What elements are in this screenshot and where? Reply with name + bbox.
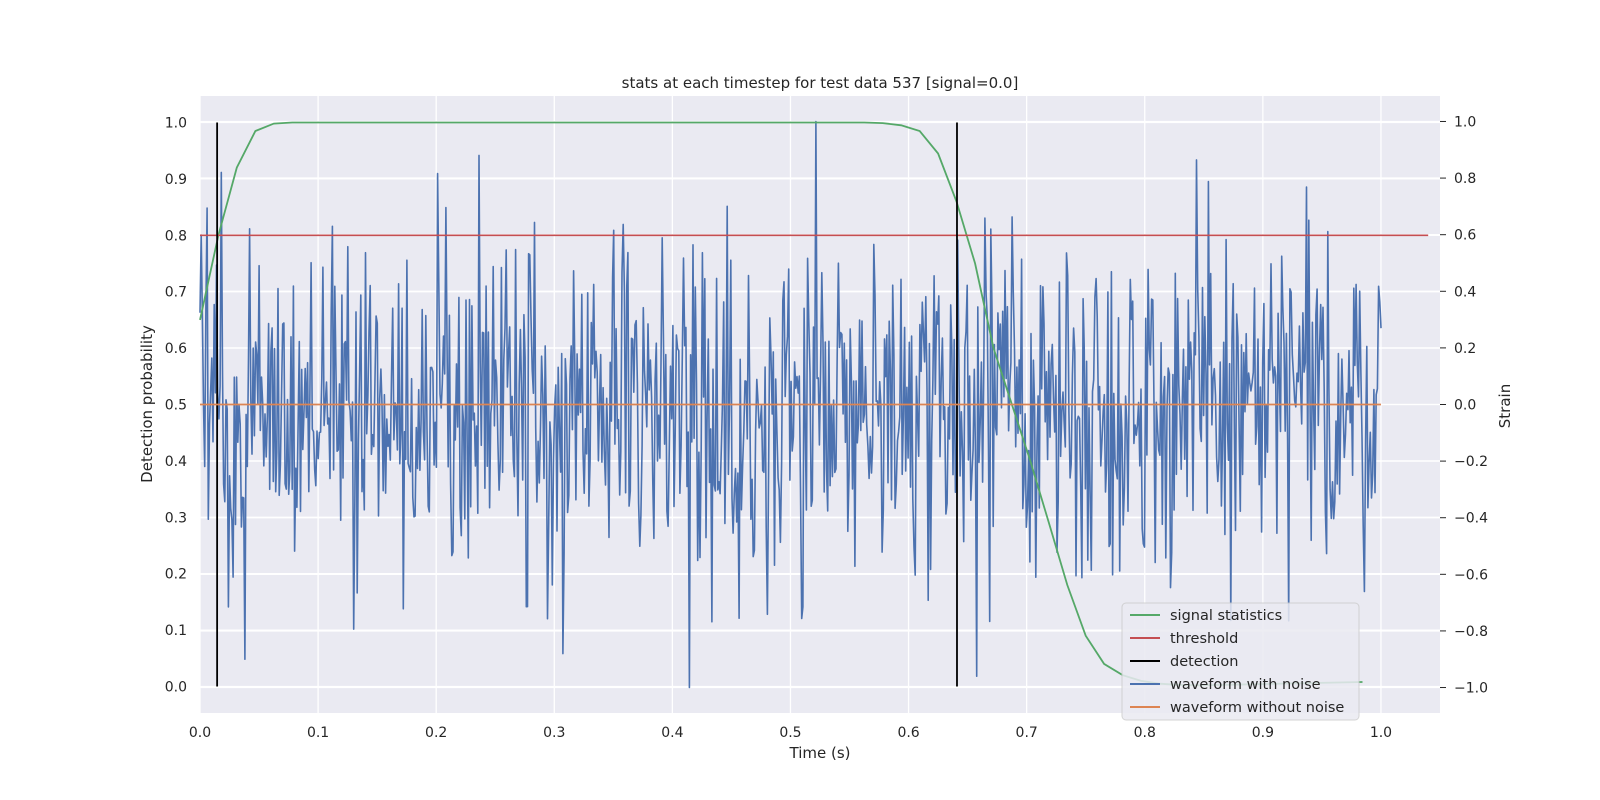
y2-tick-label: 0.0 [1454, 398, 1476, 414]
legend-label-waveform-without-noise: waveform without noise [1170, 700, 1344, 716]
legend-label-waveform-with-noise: waveform with noise [1170, 677, 1321, 693]
y-tick-label: 0.4 [165, 454, 187, 470]
y2-tick-label: −0.4 [1454, 511, 1488, 527]
legend-label-detection: detection [1170, 654, 1238, 670]
chart-title: stats at each timestep for test data 537… [622, 74, 1019, 92]
x-tick-label: 0.5 [779, 725, 801, 741]
x-tick-label: 0.1 [307, 725, 329, 741]
y-tick-label: 0.1 [165, 623, 187, 639]
y2-tick-label: 0.8 [1454, 171, 1476, 187]
y2-tick-label: 0.4 [1454, 284, 1476, 300]
legend-box [1121, 602, 1360, 721]
x-tick-label: 0.4 [661, 725, 683, 741]
y-axis-label: Detection probability [138, 325, 156, 483]
y-tick-label: 0.3 [165, 510, 187, 526]
x-tick-label: 0.8 [1134, 725, 1156, 741]
legend: signal statistics threshold detection wa… [1121, 602, 1360, 721]
x-tick-label: 0.0 [189, 725, 211, 741]
y2-tick-label: −0.6 [1454, 567, 1488, 583]
y2-tick-label: 1.0 [1454, 114, 1476, 130]
x-tick-label: 0.9 [1252, 725, 1274, 741]
legend-label-threshold: threshold [1170, 631, 1238, 647]
y-tick-label: 0.5 [165, 398, 187, 414]
y-tick-label: 0.2 [165, 567, 187, 583]
x-tick-label: 0.2 [425, 725, 447, 741]
y2-tick-label: −0.2 [1454, 454, 1488, 470]
y-tick-label: 0.6 [165, 341, 187, 357]
ticks: 0.0 0.1 0.2 0.3 0.4 0.5 0.6 0.7 0.8 0.9 1.0 0.0 0.1 0… [165, 114, 1488, 741]
y2-tick-label: −0.8 [1454, 624, 1488, 640]
x-tick-label: 0.7 [1016, 725, 1038, 741]
x-tick-label: 0.6 [897, 725, 919, 741]
y2-tick-label: −1.0 [1454, 681, 1488, 697]
legend-label-signal-statistics: signal statistics [1170, 608, 1282, 624]
y-tick-label: 0.8 [165, 228, 187, 244]
y-tick-label: 0.7 [165, 285, 187, 301]
x-tick-label: 1.0 [1370, 725, 1392, 741]
y2-tick-label: 0.2 [1454, 341, 1476, 357]
y2-tick-label: 0.6 [1454, 228, 1476, 244]
y-tick-label: 0.0 [165, 679, 187, 695]
y-tick-label: 0.9 [165, 172, 187, 188]
y-tick-label: 1.0 [165, 116, 187, 132]
x-axis-label: Time (s) [789, 744, 851, 762]
x-tick-label: 0.3 [543, 725, 565, 741]
y2-axis-label: Strain [1496, 384, 1514, 428]
